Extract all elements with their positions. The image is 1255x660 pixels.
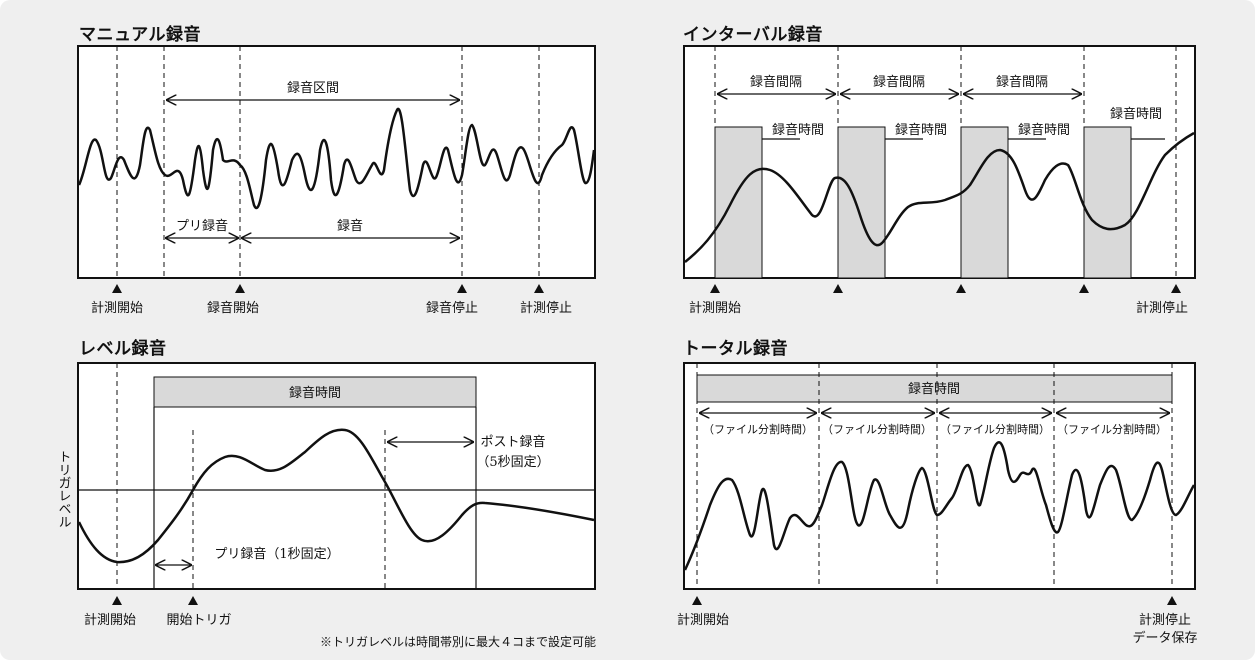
total-split-1: （ファイル分割時間） [703, 422, 813, 436]
manual-panel: 録音区間 プリ録音 録音 計測開始 録音開始 録音停止 計測停止 [77, 45, 596, 316]
total-split-4: （ファイル分割時間） [1057, 422, 1167, 436]
total-marker-stop [1167, 596, 1177, 605]
manual-marker-stop [534, 284, 544, 293]
manual-section-label: 録音区間 [287, 80, 339, 96]
interval-label-1: 録音間隔 [750, 74, 802, 90]
level-marker-start [112, 596, 122, 605]
level-post-fixed: （5秒固定） [476, 455, 549, 470]
interval-rec-block-4 [1083, 126, 1132, 279]
manual-marker-rec-stop [457, 284, 467, 293]
total-panel: 録音時間 （ファイル分割時間） （ファイル分割時間） （ファイル分割時間） （フ… [677, 362, 1198, 646]
manual-start-measure: 計測開始 [91, 300, 143, 316]
level-note: ※トリガレベルは時間帯別に最大４コまで設定可能 [320, 634, 596, 649]
total-start-measure: 計測開始 [677, 612, 729, 628]
interval-label-2: 録音間隔 [873, 74, 925, 90]
interval-marker-3 [956, 284, 966, 293]
interval-rec-block-2 [837, 126, 886, 279]
interval-panel: 録音間隔 録音間隔 録音間隔 録音時間 録音時間 録音時間 録音時間 計測開始 … [683, 45, 1196, 316]
total-save: データ保存 [1132, 630, 1197, 646]
interval-marker-stop [1171, 284, 1181, 293]
level-start-measure: 計測開始 [84, 612, 136, 628]
interval-stop-measure: 計測停止 [1136, 300, 1188, 316]
total-split-3: （ファイル分割時間） [940, 422, 1050, 436]
interval-marker-4 [1079, 284, 1089, 293]
trigger-level-label: トリガレベル [56, 450, 72, 528]
level-start-trigger: 開始トリガ [166, 613, 231, 628]
manual-title: マニュアル録音 [79, 25, 201, 45]
manual-stop-measure: 計測停止 [520, 300, 572, 316]
manual-pre-label: プリ録音 [176, 218, 228, 234]
interval-marker-1 [710, 284, 720, 293]
level-rectime-label: 録音時間 [289, 385, 341, 401]
manual-rec-label: 録音 [337, 218, 363, 234]
total-rectime-label: 録音時間 [908, 381, 960, 397]
level-marker-trigger [188, 596, 198, 605]
level-rectime-bar [153, 376, 477, 408]
interval-rectime-1: 録音時間 [772, 122, 824, 138]
interval-rectime-4: 録音時間 [1110, 106, 1162, 122]
total-rectime-bar [696, 374, 1173, 403]
manual-marker-start [112, 284, 122, 293]
level-pre-label: プリ録音（1秒固定） [214, 546, 339, 562]
total-marker-start [692, 596, 702, 605]
manual-marker-rec-start [235, 284, 245, 293]
total-split-2: （ファイル分割時間） [822, 422, 932, 436]
total-title: トータル録音 [683, 339, 788, 359]
level-title: レベル録音 [79, 339, 167, 359]
level-panel: 録音時間 ポスト録音 （5秒固定） プリ録音（1秒固定） トリガレベル 計測開始… [56, 362, 596, 649]
interval-rectime-3: 録音時間 [1018, 122, 1070, 138]
interval-label-3: 録音間隔 [996, 74, 1048, 90]
interval-rec-block-1 [714, 126, 763, 279]
manual-rec-start: 録音開始 [207, 300, 259, 316]
interval-rectime-2: 録音時間 [895, 122, 947, 138]
interval-rec-block-3 [960, 126, 1009, 279]
level-post-label: ポスト録音 [480, 434, 545, 450]
interval-start-measure: 計測開始 [689, 300, 741, 316]
manual-rec-stop: 録音停止 [426, 300, 478, 316]
total-stop-measure: 計測停止 [1139, 612, 1191, 628]
interval-title: インターバル録音 [683, 25, 823, 45]
interval-marker-2 [833, 284, 843, 293]
